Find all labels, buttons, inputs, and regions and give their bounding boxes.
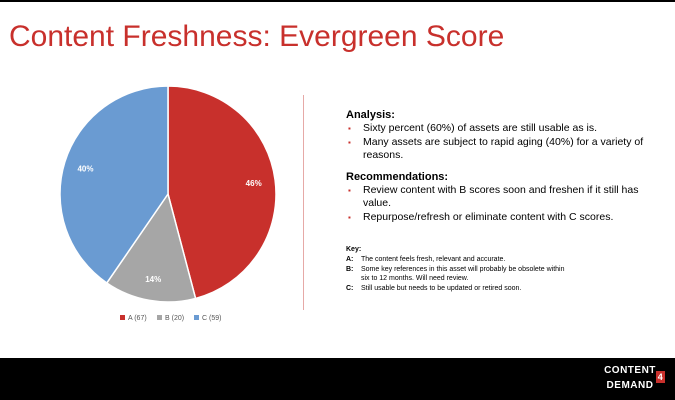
legend-swatch-c bbox=[194, 315, 199, 320]
pie-slice-c bbox=[59, 85, 169, 285]
recommendation-bullet: Review content with B scores soon and fr… bbox=[336, 184, 656, 210]
legend-label-a: A (67) bbox=[128, 315, 147, 322]
key-letter: B: bbox=[346, 265, 354, 273]
slice-label-b: 14% bbox=[145, 275, 161, 284]
footer-bar: CONTENT DEMAND 4 bbox=[0, 358, 675, 400]
pie-slice-b bbox=[105, 192, 197, 303]
analysis-bullet: Many assets are subject to rapid aging (… bbox=[336, 136, 656, 162]
top-border bbox=[0, 0, 675, 2]
key-letter: A: bbox=[346, 256, 354, 263]
divider-line bbox=[303, 95, 304, 310]
key-text: Some key references in this asset will p… bbox=[361, 265, 565, 283]
analysis-list: Sixty percent (60%) of assets are still … bbox=[336, 122, 656, 162]
legend-swatch-b bbox=[157, 315, 162, 320]
content4demand-logo: CONTENT DEMAND 4 bbox=[595, 363, 665, 393]
key-row: A: The content feels fresh, relevant and… bbox=[346, 255, 656, 265]
recommendations-list: Review content with B scores soon and fr… bbox=[336, 184, 656, 224]
logo-mark: 4 bbox=[656, 371, 665, 383]
logo-line-2: DEMAND bbox=[606, 380, 654, 391]
analysis-panel: Analysis: Sixty percent (60%) of assets … bbox=[336, 109, 656, 293]
key-row: B: Some key references in this asset wil… bbox=[346, 265, 656, 284]
key-text: The content feels fresh, relevant and ac… bbox=[361, 256, 506, 263]
legend-label-b: B (20) bbox=[165, 315, 184, 322]
recommendation-bullet: Repurpose/refresh or eliminate content w… bbox=[336, 211, 656, 224]
key-section: Key: A: The content feels fresh, relevan… bbox=[346, 246, 656, 293]
slide-title: Content Freshness: Evergreen Score bbox=[9, 20, 505, 53]
pie-slice-a bbox=[167, 85, 277, 300]
legend-label-c: C (59) bbox=[202, 315, 221, 322]
analysis-bullet: Sixty percent (60%) of assets are still … bbox=[336, 122, 656, 135]
pie-chart: 46% 14% 40% A (67) B (20) C (59) bbox=[59, 85, 277, 322]
slice-label-a: 46% bbox=[246, 179, 262, 188]
key-letter: C: bbox=[346, 284, 354, 292]
recommendations-heading: Recommendations: bbox=[346, 171, 449, 183]
key-heading: Key: bbox=[346, 246, 362, 253]
analysis-heading: Analysis: bbox=[346, 109, 395, 121]
logo-line-1: CONTENT bbox=[604, 365, 656, 376]
key-row: C: Still usable but needs to be updated … bbox=[346, 284, 656, 294]
legend-swatch-a bbox=[120, 315, 125, 320]
slice-label-c: 40% bbox=[77, 164, 93, 173]
key-text: Still usable but needs to be updated or … bbox=[361, 284, 522, 292]
